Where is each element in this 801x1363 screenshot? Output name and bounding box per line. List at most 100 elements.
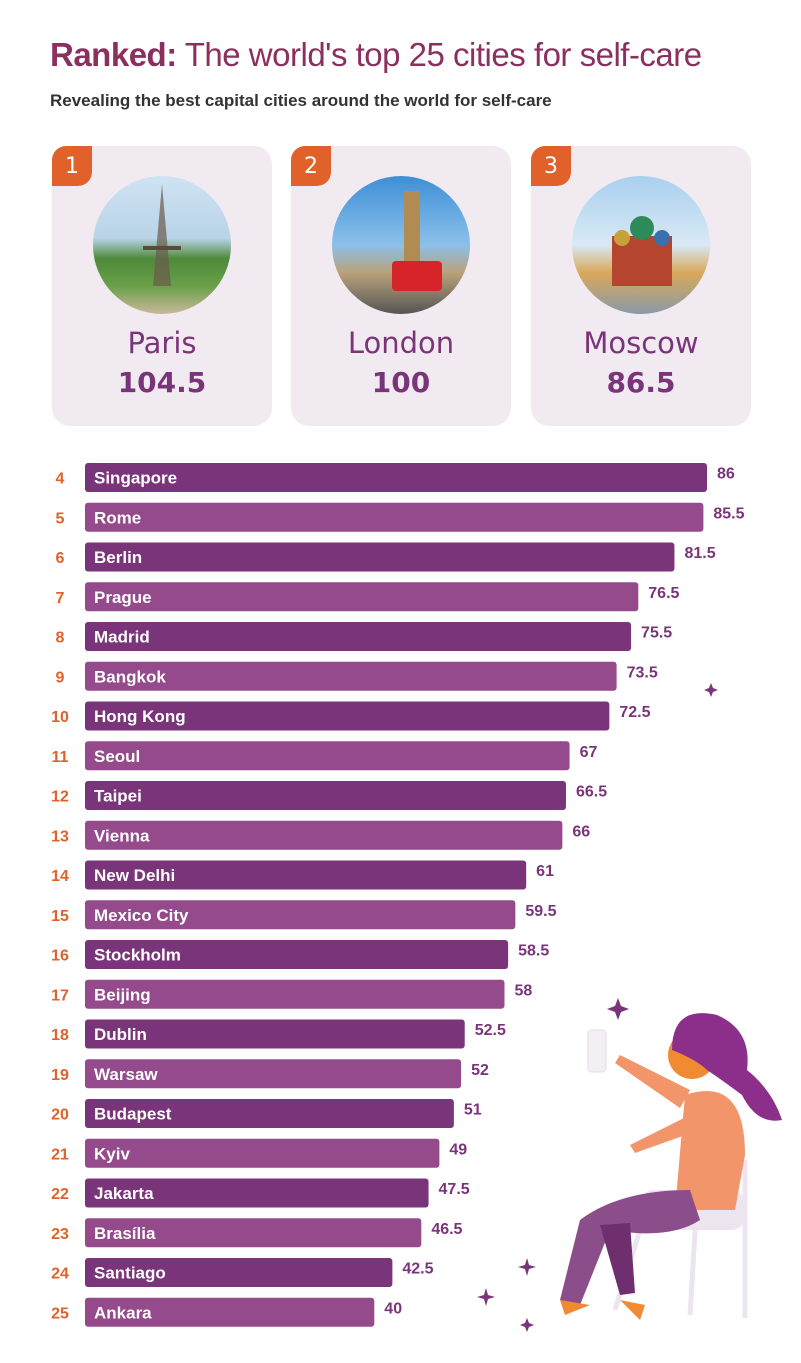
rank-label: 22 [51,1186,69,1203]
rank-label: 10 [51,709,69,726]
value-label: 59.5 [525,903,556,920]
bar [85,1099,454,1128]
paris-photo [93,176,231,314]
bar [85,661,617,691]
bar [85,542,675,572]
rank-label: 17 [51,987,69,1004]
rank-label: 23 [51,1226,69,1243]
bar [85,463,707,492]
rank-label: 6 [56,550,65,567]
rank-label: 13 [51,828,69,845]
category-label: Jakarta [94,1184,154,1203]
bar [85,1218,422,1248]
city-score: 104.5 [117,366,207,399]
rank-label: 21 [51,1146,69,1163]
bar [85,1059,462,1089]
category-label: Seoul [94,747,140,766]
bar [85,1258,393,1287]
rank-label: 24 [51,1266,69,1283]
value-label: 66.5 [576,784,607,801]
city-name: Moscow [583,326,699,360]
city-score: 86.5 [606,366,676,399]
bar [85,1297,375,1327]
value-label: 42.5 [402,1261,433,1278]
value-label: 75.5 [641,625,672,642]
category-label: Dublin [94,1025,147,1044]
value-label: 76.5 [648,585,679,602]
category-label: Warsaw [94,1065,158,1084]
value-label: 67 [580,744,598,761]
value-label: 49 [449,1141,467,1158]
rank-label: 12 [51,789,69,806]
category-label: Stockholm [94,946,181,965]
bar [85,1019,465,1049]
category-label: Mexico City [94,906,189,925]
bar [85,502,704,532]
value-label: 46.5 [431,1221,462,1238]
podium-card-3: 3 Moscow 86.5 [531,146,751,426]
value-label: 40 [384,1300,402,1317]
rank-label: 7 [56,590,65,607]
rank-badge: 3 [531,146,571,186]
category-label: Ankara [94,1303,152,1322]
bar [85,1138,440,1168]
value-label: 66 [572,823,590,840]
rank-label: 4 [56,471,65,488]
category-label: Taipei [94,787,142,806]
podium-card-2: 2 London 100 [291,146,511,426]
city-name: Paris [127,326,197,360]
bar [85,701,610,731]
bar [85,979,505,1009]
value-label: 72.5 [619,704,650,721]
bar [85,860,527,890]
bar [85,622,632,651]
bar [85,900,516,930]
city-score: 100 [371,366,431,399]
rank-label: 8 [56,630,65,647]
subtitle: Revealing the best capital cities around… [50,91,552,110]
rank-label: 11 [52,749,69,766]
page-title: Ranked: The world's top 25 cities for se… [50,36,702,74]
bar [85,940,509,969]
rank-label: 15 [51,908,69,925]
category-label: Madrid [94,628,150,647]
rank-label: 5 [56,510,65,527]
bar [85,741,570,771]
value-label: 51 [464,1102,482,1119]
category-label: Budapest [94,1105,172,1124]
value-label: 81.5 [684,545,715,562]
podium-card-1: 1 Paris 104.5 [52,146,272,426]
value-label: 58.5 [518,943,549,960]
rank-label: 20 [51,1107,69,1124]
category-label: Hong Kong [94,707,186,726]
rank-label: 16 [51,948,69,965]
category-label: Prague [94,588,152,607]
category-label: Singapore [94,469,177,488]
bar [85,582,639,612]
rank-label: 14 [51,868,69,885]
title-rest: The world's top 25 cities for self-care [176,36,702,73]
value-label: 61 [536,863,554,880]
bar [85,781,566,810]
rank-label: 18 [51,1027,69,1044]
london-photo [332,176,470,314]
rank-badge: 2 [291,146,331,186]
value-label: 86 [717,466,735,483]
category-label: Vienna [94,826,150,845]
category-label: Brasília [94,1224,156,1243]
bar [85,1178,429,1208]
category-label: Santiago [94,1264,166,1283]
value-label: 85.5 [713,505,744,522]
category-label: Bangkok [94,667,166,686]
bar [85,820,563,850]
rank-label: 25 [51,1305,69,1322]
title-bold: Ranked: [50,36,177,73]
moscow-photo [572,176,710,314]
value-label: 73.5 [627,664,658,681]
rank-label: 19 [51,1067,69,1084]
value-label: 47.5 [439,1181,470,1198]
category-label: Berlin [94,548,142,567]
category-label: Rome [94,508,141,527]
woman-illustration [477,683,782,1332]
